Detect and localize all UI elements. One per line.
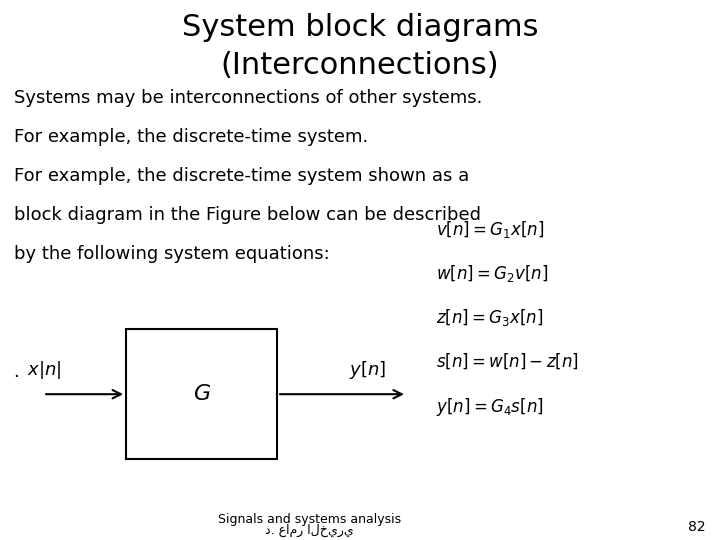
Text: (Interconnections): (Interconnections) — [221, 51, 499, 80]
Text: $G$: $G$ — [192, 384, 211, 404]
Text: .: . — [14, 363, 26, 381]
Text: $y[n]$: $y[n]$ — [349, 359, 386, 381]
Text: $z[n] = G_3 x[n]$: $z[n] = G_3 x[n]$ — [436, 307, 543, 328]
Text: $w[n] = G_2 v[n]$: $w[n] = G_2 v[n]$ — [436, 263, 548, 284]
Text: $y[n] = G_4 s[n]$: $y[n] = G_4 s[n]$ — [436, 396, 544, 418]
Text: $s[n] = w[n] - z[n]$: $s[n] = w[n] - z[n]$ — [436, 352, 578, 371]
Text: Systems may be interconnections of other systems.: Systems may be interconnections of other… — [14, 89, 483, 107]
Text: System block diagrams: System block diagrams — [181, 14, 539, 43]
Text: $v[n] = G_1 x[n]$: $v[n] = G_1 x[n]$ — [436, 219, 544, 240]
Bar — [126, 329, 277, 459]
Text: Signals and systems analysis: Signals and systems analysis — [218, 514, 401, 526]
Text: For example, the discrete-time system.: For example, the discrete-time system. — [14, 128, 369, 146]
Text: For example, the discrete-time system shown as a: For example, the discrete-time system sh… — [14, 167, 469, 185]
Text: 82: 82 — [688, 519, 706, 534]
Text: $x|n|$: $x|n|$ — [27, 359, 62, 381]
Text: block diagram in the Figure below can be described: block diagram in the Figure below can be… — [14, 206, 482, 224]
Text: د. عامر الخيري: د. عامر الخيري — [265, 524, 354, 537]
Text: by the following system equations:: by the following system equations: — [14, 245, 330, 262]
